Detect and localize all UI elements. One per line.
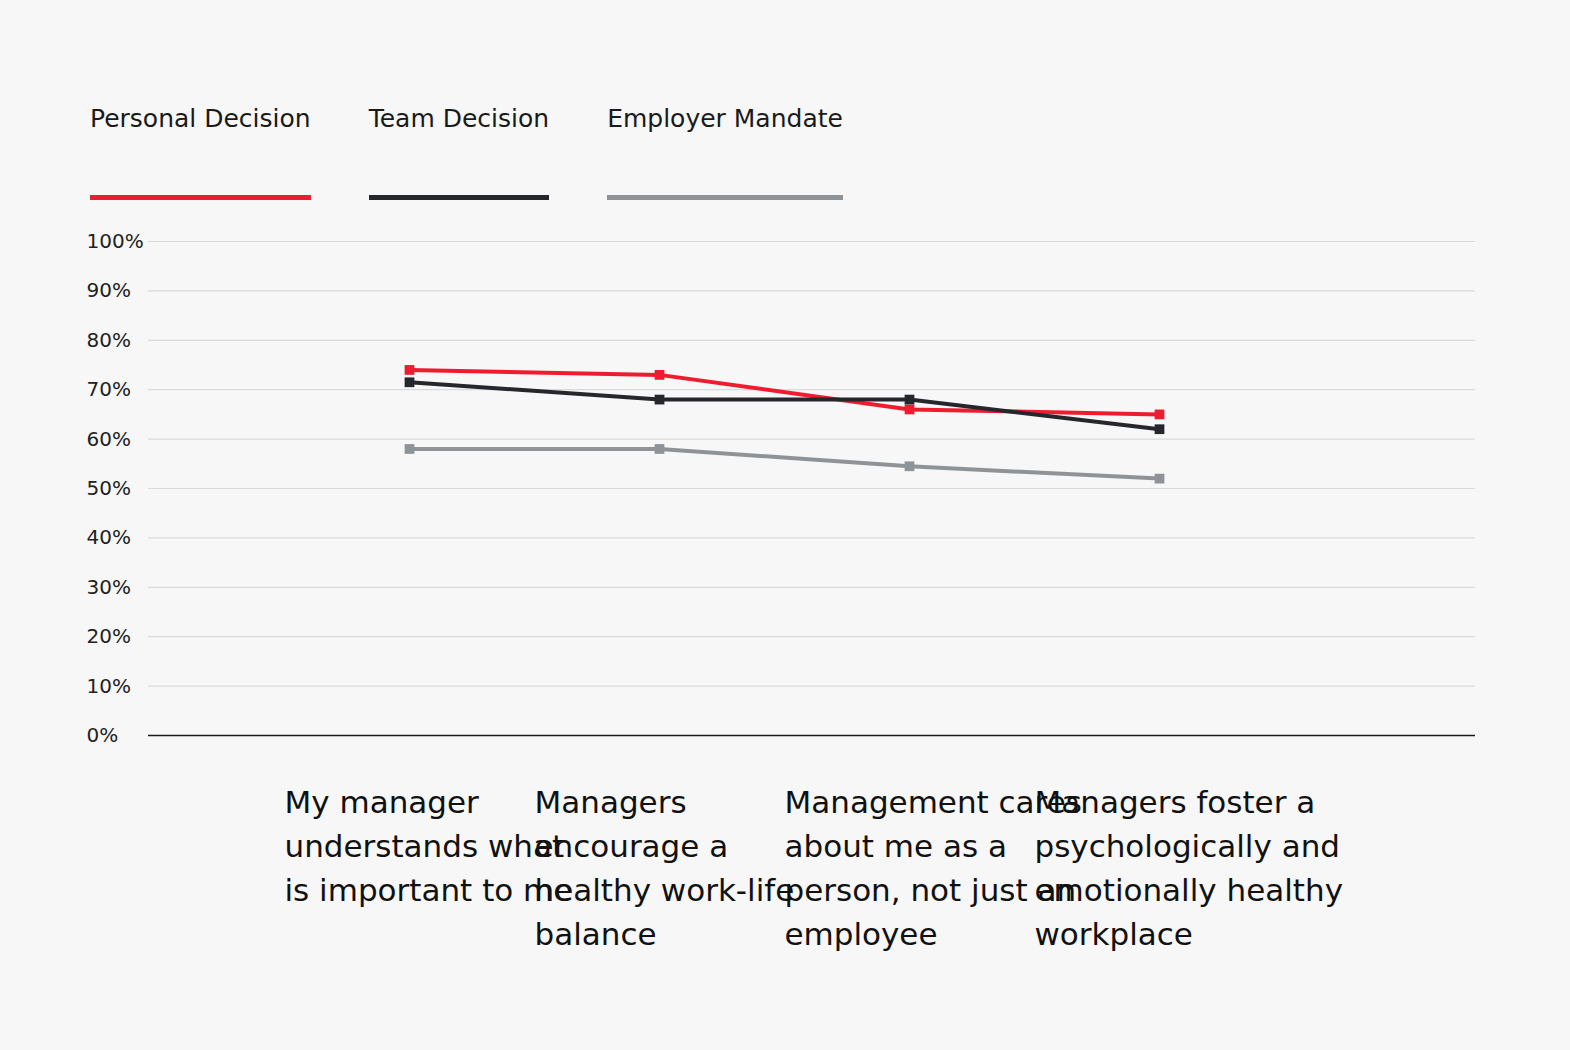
html-text:Team Decision: Team Decision: [368, 104, 550, 133]
svg-text:50%: 50%: [87, 476, 131, 500]
html-text:Personal Decision: Personal Decision: [90, 104, 311, 133]
svg-text:40%: 40%: [87, 525, 131, 549]
svg-text:60%: 60%: [87, 427, 131, 451]
svg-text:0%: 0%: [87, 723, 119, 747]
html-text:employee: employee: [784, 915, 938, 952]
svg-text:30%: 30%: [87, 575, 131, 599]
svg-text:70%: 70%: [87, 377, 131, 401]
svg-text:10%: 10%: [87, 674, 131, 698]
html-text:person, not just an: person, not just an: [784, 871, 1077, 908]
html-text:Employer Mandate: Employer Mandate: [607, 104, 843, 133]
svg-text:80%: 80%: [87, 328, 131, 352]
svg-text:90%: 90%: [87, 278, 131, 302]
svg-text:Managers foster apsychological: Managers foster apsychologically andemot…: [1035, 784, 1344, 952]
svg-text:20%: 20%: [87, 624, 131, 648]
html-text:about me as a: about me as a: [784, 827, 1007, 864]
html-text:Management cares: Management cares: [784, 783, 1082, 820]
svg-text:Managersencourage ahealthy wor: Managersencourage ahealthy work-lifebala…: [535, 784, 795, 952]
svg-text:100%: 100%: [87, 229, 144, 253]
svg-text:My managerunderstands whatis i: My managerunderstands whatis important t…: [285, 784, 573, 908]
